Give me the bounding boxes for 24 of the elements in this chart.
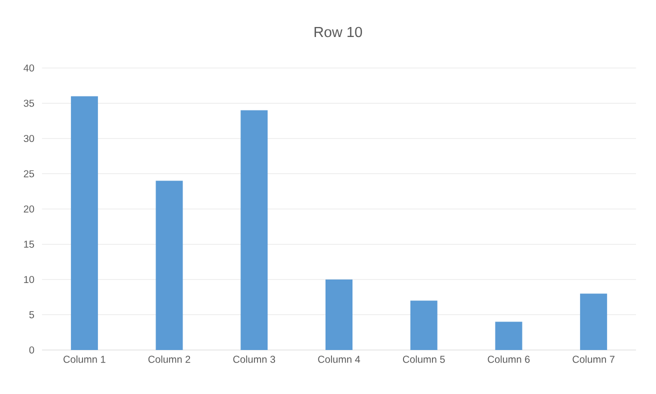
y-tick-label: 10: [24, 276, 34, 284]
bar: [70, 96, 98, 350]
chart-title: Row 10: [314, 26, 362, 38]
x-tick-label: Column 5: [402, 356, 445, 363]
bar: [410, 300, 438, 350]
bar: [240, 110, 268, 350]
y-tick-label: 0: [29, 346, 34, 354]
bar: [495, 322, 522, 350]
x-tick-label: Column 2: [148, 356, 190, 363]
y-tick-label: 25: [24, 170, 34, 178]
y-tick-label: 40: [24, 64, 34, 72]
bar: [580, 294, 608, 350]
x-tick-label: Column 6: [488, 356, 530, 363]
y-tick-label: 35: [24, 100, 34, 107]
y-tick-label: 20: [24, 205, 34, 213]
bar: [156, 180, 183, 350]
bar: [326, 280, 352, 350]
x-tick-label: Column 7: [572, 356, 614, 363]
y-tick-label: 30: [24, 134, 34, 142]
x-tick-label: Column 1: [64, 356, 106, 363]
x-tick-label: Column 4: [318, 356, 360, 363]
y-tick-label: 15: [24, 240, 34, 248]
x-tick-label: Column 3: [233, 356, 276, 363]
y-tick-label: 5: [29, 311, 34, 318]
